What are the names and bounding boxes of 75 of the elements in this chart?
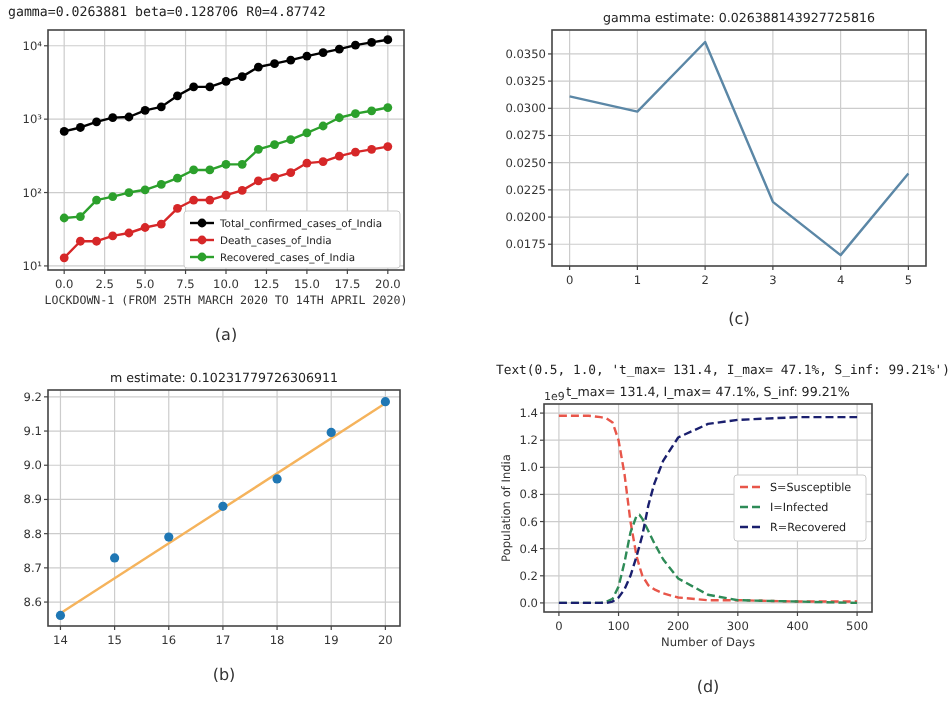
point [302, 158, 312, 168]
text: (c) [728, 310, 750, 328]
point [221, 159, 231, 169]
point [253, 176, 263, 186]
point [92, 236, 101, 246]
point [173, 173, 182, 183]
point [286, 168, 296, 177]
point [75, 212, 85, 221]
point [286, 55, 296, 65]
point [108, 231, 118, 241]
point [318, 48, 328, 57]
point [55, 610, 66, 620]
point [156, 219, 166, 229]
text: (b) [212, 666, 236, 684]
point [156, 102, 166, 112]
point [140, 223, 150, 232]
point [124, 228, 134, 238]
point [124, 188, 134, 197]
point [253, 144, 263, 154]
point [173, 203, 182, 213]
point [270, 172, 279, 182]
point [221, 76, 231, 86]
point [189, 165, 199, 175]
point [237, 72, 247, 81]
point [108, 113, 118, 122]
point [59, 213, 69, 223]
point [140, 185, 150, 195]
point [367, 144, 377, 154]
point [383, 103, 393, 112]
point [302, 128, 312, 138]
point [221, 190, 231, 200]
point [380, 397, 390, 407]
point [318, 121, 328, 131]
point [334, 44, 344, 54]
point [253, 62, 263, 72]
point [173, 91, 182, 101]
point [334, 113, 344, 123]
line-series [568, 40, 910, 257]
text: (d) [696, 678, 720, 696]
point [237, 185, 247, 195]
point [318, 157, 328, 166]
point [334, 151, 344, 161]
point [59, 127, 69, 136]
point [205, 165, 215, 175]
point [351, 147, 360, 157]
point [218, 501, 228, 511]
text: (a) [214, 326, 238, 344]
point [189, 195, 199, 205]
point [302, 51, 312, 61]
point [205, 195, 215, 205]
point [351, 40, 360, 50]
point [367, 38, 377, 47]
point [351, 109, 360, 119]
point [92, 195, 101, 205]
point [270, 140, 279, 149]
point [124, 112, 134, 122]
point [205, 82, 215, 92]
point [59, 253, 69, 263]
point [272, 474, 282, 484]
point [75, 123, 85, 132]
point [164, 532, 174, 542]
point [383, 35, 393, 45]
point [92, 117, 101, 127]
point [75, 236, 85, 246]
point [110, 553, 120, 563]
point [108, 192, 118, 202]
point [237, 159, 247, 169]
point [156, 180, 166, 189]
point [383, 142, 393, 151]
point [189, 82, 199, 92]
point [286, 135, 296, 145]
point [367, 106, 377, 116]
point [270, 59, 279, 69]
point [140, 105, 150, 115]
point [326, 427, 336, 438]
